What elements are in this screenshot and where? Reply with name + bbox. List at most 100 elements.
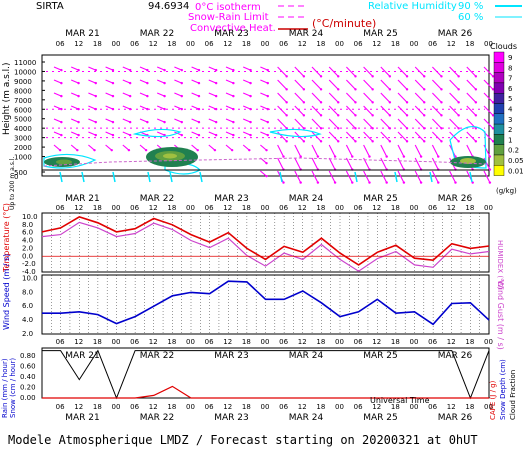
wind-barb-head — [266, 120, 269, 124]
low-hour-label: 12 — [298, 338, 307, 346]
wind-barb — [346, 66, 356, 77]
top-hour-label: 06 — [279, 40, 288, 48]
top-hour-label: 00 — [410, 40, 419, 48]
cloud-legend-level: 5 — [508, 95, 512, 103]
wind-barb-head — [94, 94, 97, 98]
wind-barb — [311, 79, 322, 90]
wind-barb — [242, 131, 251, 136]
wind-barb-head — [302, 101, 306, 104]
wind-barb-head — [77, 133, 80, 137]
wind-barb — [380, 144, 388, 157]
wind-barb-head — [457, 140, 460, 143]
wind-barb-head — [60, 81, 63, 85]
cloud-legend-swatch — [493, 113, 505, 125]
precip-ytick: 0.40 — [20, 373, 36, 381]
mid-hour-label: 00 — [335, 204, 344, 212]
rh-ground-mark — [394, 171, 398, 183]
wind-barb — [311, 170, 319, 183]
wind-barb-head — [214, 94, 218, 98]
wind-barb — [53, 66, 62, 71]
low-hour-label: 06 — [428, 338, 437, 346]
mid-hour-label: 18 — [167, 204, 176, 212]
wind-barb — [139, 105, 148, 110]
cape-ylabel: CAPE (J / g) — [489, 380, 497, 420]
rh-ground-mark — [429, 171, 433, 183]
wind-barb-head — [265, 161, 268, 165]
wind-barb — [139, 118, 148, 123]
wind-barb — [53, 118, 62, 123]
wind-barb — [277, 105, 288, 116]
top-hour-label: 06 — [130, 40, 139, 48]
wind-barb-head — [491, 127, 495, 130]
wind-barb — [191, 131, 200, 136]
bottom-hour-label: 00 — [186, 403, 195, 411]
top-hour-label: 06 — [428, 40, 437, 48]
wind-barb — [380, 79, 391, 90]
mid-hour-label: 00 — [484, 204, 493, 212]
wind-barb — [414, 131, 425, 142]
wind-barb — [156, 92, 165, 97]
wind-barb — [122, 66, 131, 71]
cloud-blob-core — [460, 158, 476, 164]
wind-barb — [397, 170, 405, 183]
wind-barb — [397, 79, 408, 90]
wind-barb-head — [440, 75, 443, 78]
wind-barb — [225, 105, 234, 110]
wind-barb-head — [180, 81, 183, 85]
wind-barb-head — [471, 181, 474, 184]
wind-barb-head — [457, 75, 460, 78]
top-hour-label: 18 — [93, 40, 102, 48]
wind-barb — [397, 157, 405, 170]
wind-barb-head — [440, 88, 443, 91]
wind-barb — [53, 144, 61, 151]
top-day-label: MAR 21 — [65, 29, 100, 39]
wind-barb-head — [265, 148, 268, 152]
wind-barb-head — [454, 181, 457, 184]
mid-hour-label: 18 — [242, 204, 251, 212]
top-hour-label: 06 — [205, 40, 214, 48]
wind-barb — [380, 105, 391, 116]
wind-barb — [277, 118, 288, 129]
low-hour-label: 06 — [354, 338, 363, 346]
rh-ground-mark — [199, 171, 203, 183]
cloud-ytick: 8000 — [14, 87, 32, 95]
rh-ground-mark — [59, 171, 63, 183]
cloud-legend-unit: (g/kg) — [496, 187, 517, 195]
wind-barb — [242, 66, 251, 71]
cloud-legend-level: 9 — [508, 54, 512, 62]
wind-barb — [225, 144, 233, 151]
wind-barb-head — [371, 101, 374, 104]
wind-barb-head — [128, 120, 132, 124]
wind-barb-head — [214, 68, 218, 72]
wind-barb-head — [249, 120, 252, 124]
wind-barb-head — [299, 181, 302, 184]
wind-barb — [88, 131, 96, 136]
top-hour-label: 06 — [354, 40, 363, 48]
wind-barb — [294, 170, 302, 183]
top-day-label: MAR 26 — [438, 29, 473, 39]
precip-ytick: 0.00 — [20, 394, 36, 402]
cape-line — [42, 385, 489, 399]
wind-barb-head — [110, 148, 113, 152]
wind-barb — [311, 118, 322, 129]
wind-barb — [311, 144, 319, 157]
top-hour-label: 18 — [167, 40, 176, 48]
wind-barb-head — [405, 88, 409, 91]
wind-barb-head — [354, 140, 357, 143]
wind-barb-head — [337, 88, 340, 91]
rh-ground-mark — [469, 171, 473, 183]
wind-barb-head — [93, 148, 96, 152]
wind-barb-head — [316, 181, 320, 184]
bottom-hour-label: 18 — [242, 403, 251, 411]
wind-barb — [277, 144, 284, 157]
wind-barb — [483, 105, 494, 116]
low-hour-label: 18 — [465, 338, 474, 346]
low-hour-label: 00 — [112, 338, 121, 346]
wind-barb-head — [319, 127, 323, 130]
low-day-label: MAR 25 — [363, 351, 398, 361]
wind-barb — [345, 170, 353, 183]
top-hour-label: 18 — [391, 40, 400, 48]
mid-hour-label: 18 — [391, 204, 400, 212]
cloud-legend-swatch — [493, 154, 505, 166]
